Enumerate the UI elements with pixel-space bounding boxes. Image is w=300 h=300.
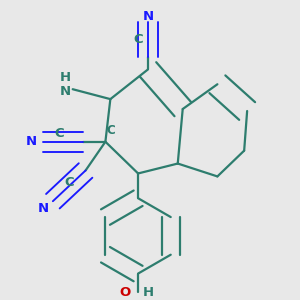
Text: C: C (134, 33, 143, 46)
Text: N: N (142, 10, 154, 23)
Text: N: N (26, 135, 37, 148)
Text: N: N (38, 202, 49, 214)
Text: O: O (120, 286, 131, 299)
Text: C: C (64, 176, 74, 189)
Text: H: H (60, 71, 71, 84)
Text: C: C (54, 127, 64, 140)
Text: C: C (106, 124, 115, 137)
Text: N: N (60, 85, 71, 98)
Text: H: H (142, 286, 154, 299)
